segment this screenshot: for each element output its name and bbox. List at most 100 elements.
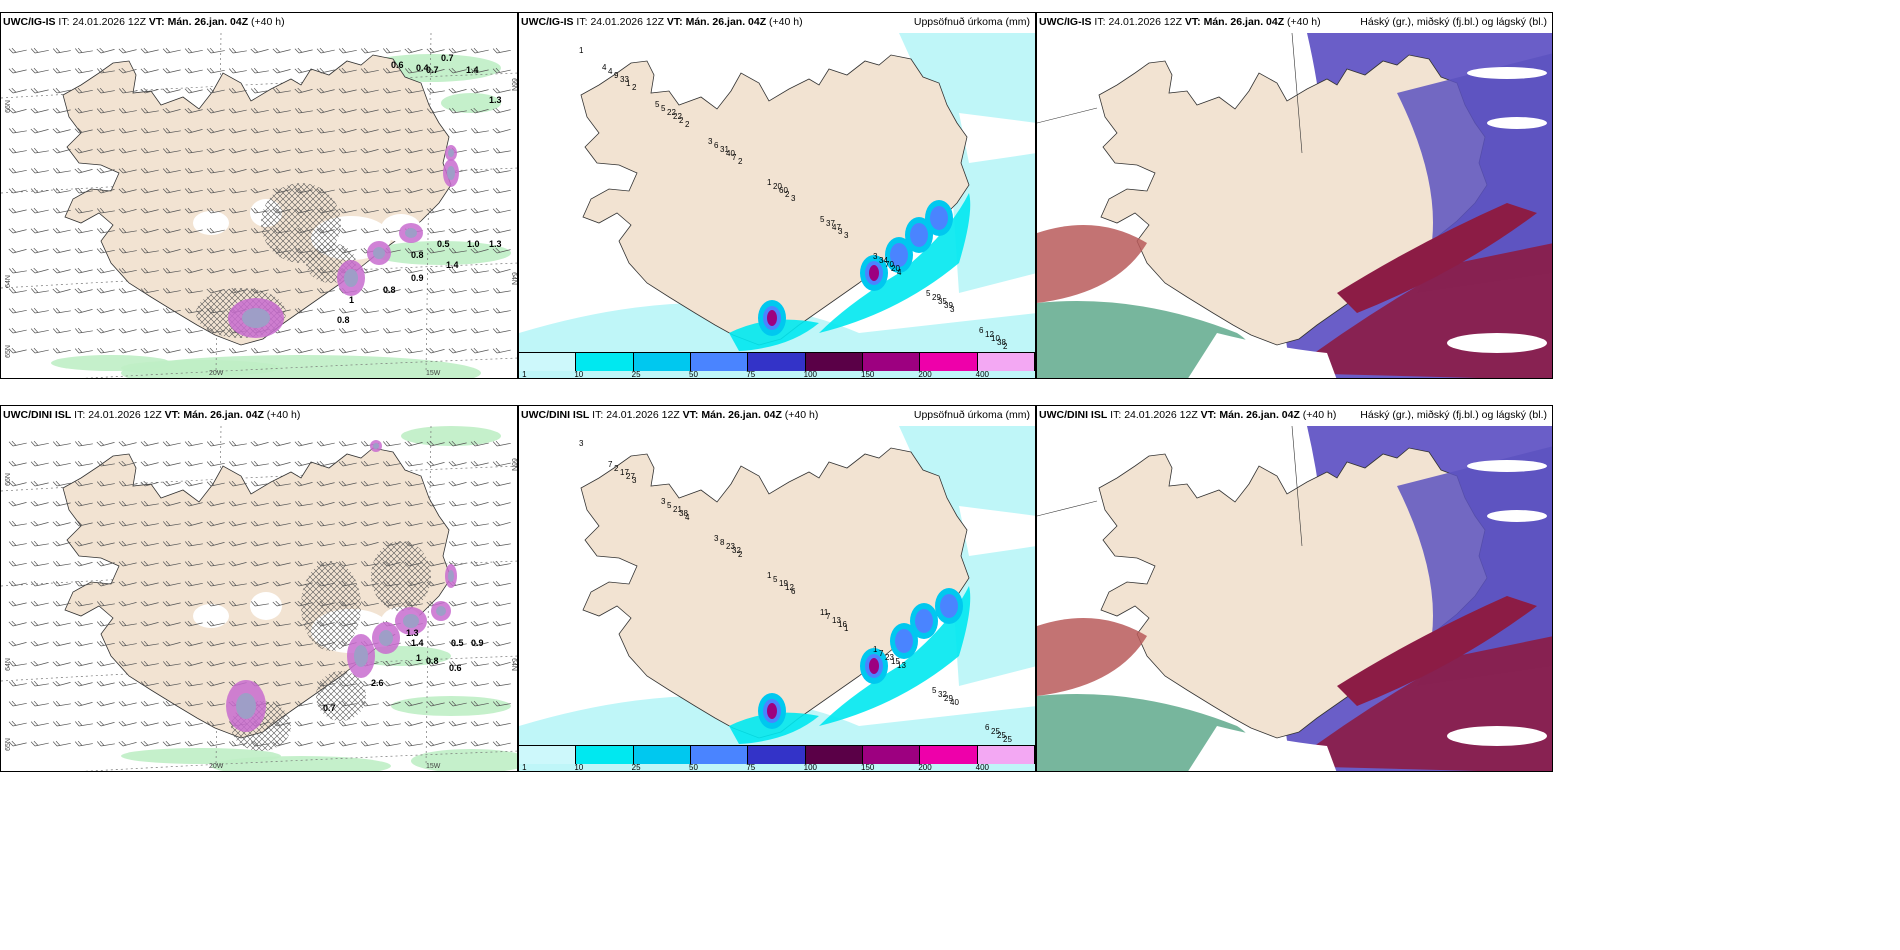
wind-barb xyxy=(74,167,93,174)
wind-barb xyxy=(404,480,423,487)
legend-color-cell xyxy=(690,746,749,764)
wind-value-label: 1 xyxy=(416,653,421,663)
wind-barb xyxy=(338,307,357,314)
sea-precip-area xyxy=(211,756,391,771)
wind-barb xyxy=(426,580,445,587)
wind-barb xyxy=(492,740,511,747)
wind-barb xyxy=(30,660,49,667)
wind-barb xyxy=(118,227,137,234)
legend-tick-label: 50 xyxy=(689,763,698,772)
wind-barb xyxy=(74,207,93,214)
wind-barb xyxy=(426,720,445,727)
wind-barb xyxy=(294,480,313,487)
wind-barb xyxy=(272,600,291,607)
legend-tick-label: 100 xyxy=(803,370,818,379)
sea-precip-area xyxy=(441,93,501,113)
wind-barb xyxy=(338,440,357,447)
wind-barb xyxy=(206,700,225,707)
wind-barb xyxy=(52,500,71,507)
lat-label: 66N xyxy=(4,100,12,113)
wind-barb xyxy=(470,560,489,567)
wind-barb xyxy=(96,67,115,74)
wind-barb xyxy=(426,287,445,294)
wind-barb xyxy=(162,307,181,314)
precip-value-label: 4 xyxy=(897,268,902,277)
wind-barb xyxy=(382,500,401,507)
wind-barb xyxy=(74,480,93,487)
wind-barb xyxy=(118,287,137,294)
precip-value-label: 20 xyxy=(891,264,900,273)
clear-area xyxy=(1487,117,1547,129)
wind-barb xyxy=(96,660,115,667)
wind-barb xyxy=(272,107,291,114)
lon-label: 20W xyxy=(209,763,224,770)
wind-barb xyxy=(8,267,27,274)
wind-barb xyxy=(448,227,467,234)
wind-barb xyxy=(228,520,247,527)
wind-barb xyxy=(426,67,445,74)
wind-barb xyxy=(118,147,137,154)
wind-barb xyxy=(140,740,159,747)
high-cloud-area xyxy=(1037,618,1147,696)
wind-barb xyxy=(74,520,93,527)
wind-barb xyxy=(250,207,269,214)
panel-subtitle: Háský (gr.), miðský (fj.bl.) og lágský (… xyxy=(1360,16,1547,28)
legend-tick-label: 150 xyxy=(861,763,875,772)
wind-barb xyxy=(8,620,27,627)
convective-core-center xyxy=(373,247,385,259)
wind-barb xyxy=(316,227,335,234)
wind-barb xyxy=(8,327,27,334)
precip-value-label: 10 xyxy=(991,334,1000,343)
wind-barb xyxy=(426,560,445,567)
wind-barb xyxy=(338,480,357,487)
lat-label: 64N xyxy=(4,275,12,288)
wind-barb xyxy=(228,600,247,607)
wind-barb xyxy=(338,500,357,507)
wind-barb xyxy=(8,47,27,54)
wind-barb xyxy=(382,460,401,467)
wind-barb xyxy=(140,660,159,667)
wind-barb xyxy=(360,540,379,547)
lat-label-right: 64N xyxy=(509,272,517,285)
wind-barb xyxy=(140,207,159,214)
wind-barb xyxy=(206,500,225,507)
wind-barb xyxy=(404,500,423,507)
wind-barb xyxy=(382,520,401,527)
wind-barb xyxy=(492,580,511,587)
wind-barb xyxy=(74,580,93,587)
lat-label-right: 64N xyxy=(509,658,517,671)
wind-barb xyxy=(272,740,291,747)
precip-value-label: 32 xyxy=(938,690,947,699)
glacier-area xyxy=(250,592,282,620)
wind-barb xyxy=(96,480,115,487)
bottom-wind-panel: UWC/DINI ISL IT: 24.01.2026 12Z VT: Mán.… xyxy=(0,405,518,772)
wind-barb xyxy=(96,167,115,174)
wind-barb xyxy=(74,307,93,314)
wind-barb xyxy=(74,660,93,667)
wind-barb xyxy=(162,700,181,707)
wind-barb xyxy=(470,187,489,194)
legend-tick-label: 200 xyxy=(918,370,932,379)
wind-barb xyxy=(316,580,335,587)
precip-core-mid xyxy=(890,243,908,267)
wind-barb xyxy=(228,347,247,354)
wind-barb xyxy=(162,500,181,507)
wind-barb xyxy=(404,660,423,667)
wind-barb xyxy=(96,107,115,114)
wind-barb xyxy=(118,440,137,447)
legend-tick-label: 10 xyxy=(574,763,584,772)
hatched-area xyxy=(261,183,341,263)
wind-barb xyxy=(470,580,489,587)
wind-barb xyxy=(228,580,247,587)
panel-title: UWC/IG-IS IT: 24.01.2026 12Z VT: Mán. 26… xyxy=(1039,16,1321,28)
wind-barb xyxy=(492,700,511,707)
lat-label: 64N xyxy=(4,658,12,671)
wind-barb xyxy=(184,720,203,727)
wind-map: 0.60.70.40.7 1.41.30.80.5 1.0 1.31.40.90.80… xyxy=(1,32,517,378)
wind-barb xyxy=(96,47,115,54)
wind-barb xyxy=(96,327,115,334)
wind-barb xyxy=(338,740,357,747)
wind-barb xyxy=(316,540,335,547)
wind-barb xyxy=(470,147,489,154)
legend-color-cell xyxy=(576,353,634,371)
